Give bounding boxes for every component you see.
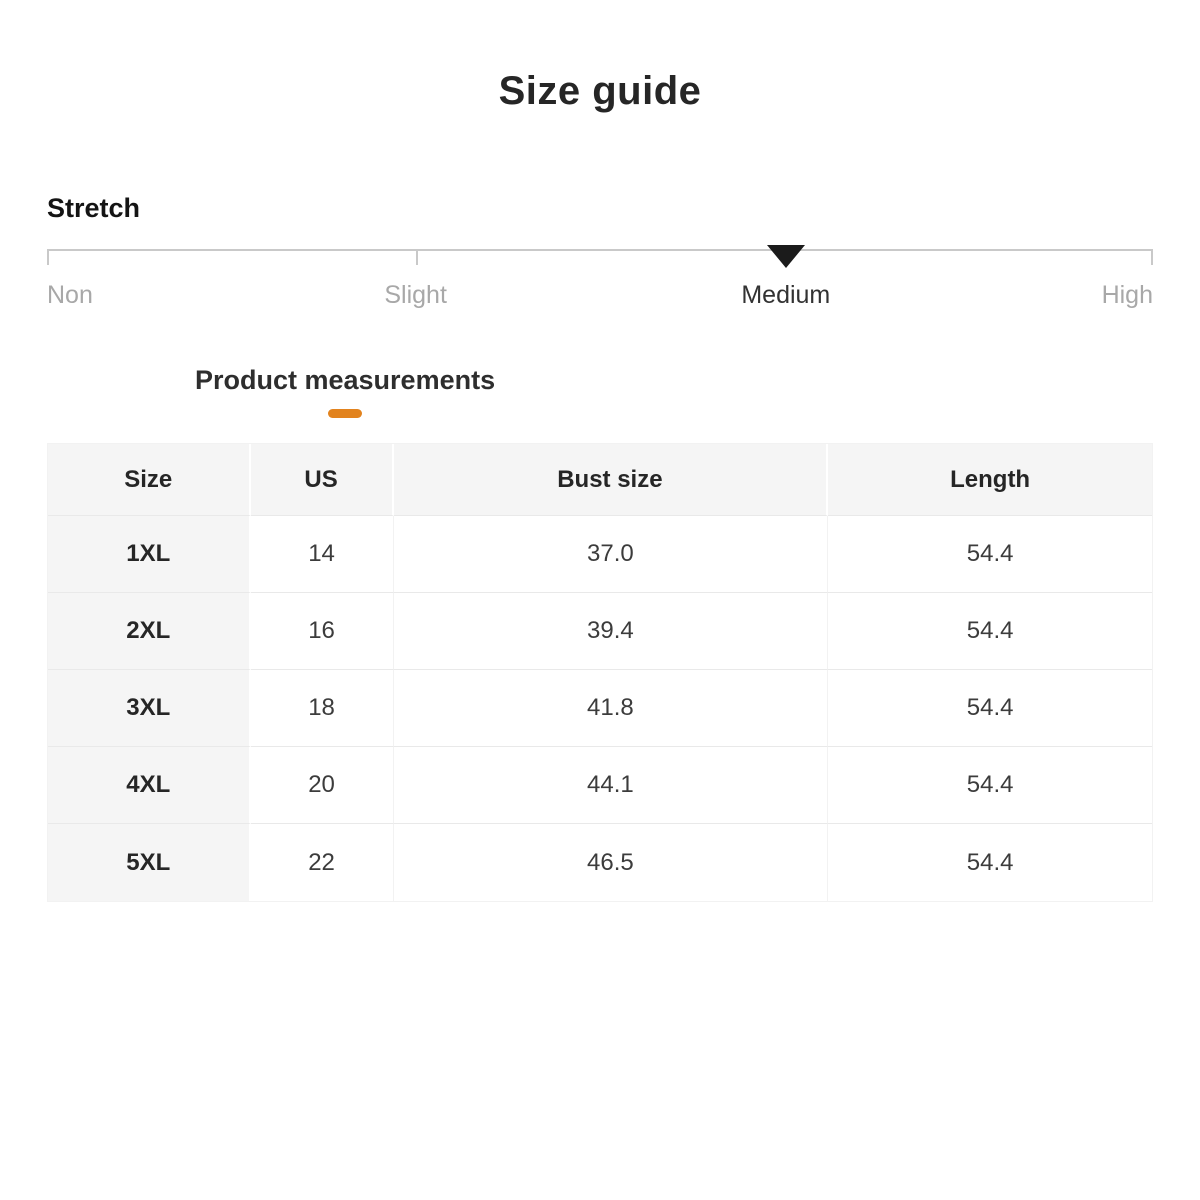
tab-product-measurements[interactable]: Product measurements — [195, 364, 495, 418]
scale-tick-slight — [415, 249, 418, 265]
cell-length: 54.4 — [828, 516, 1152, 593]
stretch-option-slight: Slight — [384, 281, 447, 309]
stretch-scale-track — [47, 245, 1153, 268]
cell-length: 54.4 — [828, 670, 1152, 747]
stretch-selected-marker-triangle — [766, 245, 805, 268]
table-row: 3XL 18 41.8 54.4 — [48, 670, 1152, 747]
cell-bust: 46.5 — [393, 824, 829, 901]
stretch-option-medium-selected: Medium — [741, 281, 831, 309]
scale-tick-high — [1151, 249, 1153, 265]
table-row: 4XL 20 44.1 54.4 — [48, 747, 1152, 824]
header-cell-size: Size — [48, 444, 251, 516]
cell-bust: 44.1 — [393, 747, 829, 824]
table-header-row: Size US Bust size Length — [48, 444, 1152, 516]
stretch-scale-labels: Non Slight Medium High — [47, 280, 1153, 310]
table-row: 1XL 14 37.0 54.4 — [48, 516, 1152, 593]
stretch-section: Stretch Non Slight Medium High — [47, 192, 1153, 310]
cell-bust: 39.4 — [393, 593, 829, 670]
stretch-label: Stretch — [47, 193, 141, 223]
cell-bust: 41.8 — [393, 670, 829, 747]
cell-size: 5XL — [48, 824, 251, 901]
cell-length: 54.4 — [828, 593, 1152, 670]
cell-us: 22 — [250, 824, 394, 901]
table-row: 5XL 22 46.5 54.4 — [48, 824, 1152, 901]
stretch-option-non: Non — [47, 281, 93, 309]
page-title: Size guide — [498, 69, 702, 113]
cell-us: 18 — [250, 670, 394, 747]
cell-size: 4XL — [48, 747, 251, 824]
cell-length: 54.4 — [828, 824, 1152, 901]
cell-length: 54.4 — [828, 747, 1152, 824]
measurements-table: Size US Bust size Length 1XL 14 37.0 54.… — [47, 443, 1153, 902]
tab-product-measurements-label: Product measurements — [195, 365, 496, 395]
cell-us: 20 — [250, 747, 394, 824]
stretch-scale: Non Slight Medium High — [47, 245, 1153, 310]
header-cell-length: Length — [828, 444, 1152, 516]
cell-bust: 37.0 — [393, 516, 829, 593]
header-cell-bust-size: Bust size — [393, 444, 829, 516]
tab-active-underline — [328, 409, 363, 418]
cell-size: 1XL — [48, 516, 251, 593]
cell-size: 3XL — [48, 670, 251, 747]
cell-us: 14 — [250, 516, 394, 593]
table-row: 2XL 16 39.4 54.4 — [48, 593, 1152, 670]
cell-us: 16 — [250, 593, 394, 670]
scale-tick-non — [47, 249, 49, 265]
cell-size: 2XL — [48, 593, 251, 670]
stretch-option-high: High — [1101, 281, 1153, 309]
header-cell-us: US — [250, 444, 394, 516]
